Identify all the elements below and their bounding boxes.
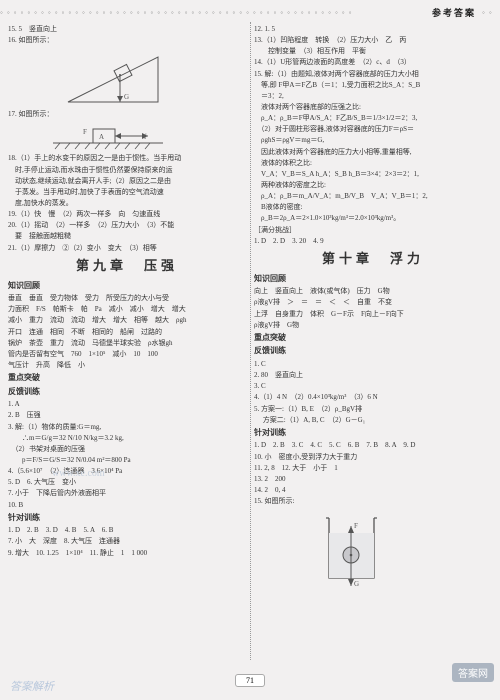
chapter-title: 第九章 压强 bbox=[8, 257, 246, 276]
text-line: 1. D 2. D 3. 20 4. 9 bbox=[254, 236, 492, 246]
text-line: 14.（1）U形管两边液面的高度差 （2）c、d （3） bbox=[254, 57, 492, 67]
text-line: 18.（1）手上的水变干的原因之一是由于惯性。当手甩动 bbox=[8, 153, 246, 163]
text-line: 2. B 压强 bbox=[8, 410, 246, 420]
text-line: 21.（1）摩擦力 ②（2）变小 变大 （3）相等 bbox=[8, 243, 246, 253]
text-line: （2）书架对桌面的压强 bbox=[8, 444, 246, 454]
text-line: 方案二:（1）A, B, C （2）G－G₁ bbox=[254, 415, 492, 425]
text-line: 14. 2 0, 4 bbox=[254, 485, 492, 495]
text-line: 15. 解:（1）由题知,液体对两个容器底部的压力大小相 bbox=[254, 69, 492, 79]
page-number: 71 bbox=[0, 670, 500, 688]
section-title: 知识回顾 bbox=[254, 273, 492, 285]
text-line: 16. 如图所示： bbox=[8, 35, 246, 45]
text-line: 10. B bbox=[8, 500, 246, 510]
text-line: 气压计 升高 降低 小 bbox=[8, 360, 246, 370]
text-line: 1. C bbox=[254, 359, 492, 369]
text-line: 1. A bbox=[8, 399, 246, 409]
text-line: 控制变量 （3）相互作用 平衡 bbox=[254, 46, 492, 56]
chapter-title: 第十章 浮力 bbox=[254, 250, 492, 269]
text-line: 向上 竖直向上 液体(或气体) 压力 G物 bbox=[254, 286, 492, 296]
text-line: 1. D 2. B 3. C 4. C 5. C 6. B 7. B 8. A … bbox=[254, 440, 492, 450]
svg-text:F: F bbox=[354, 522, 358, 530]
right-column: 12. 1. 5 13.（1）凹陷程度 转换 （2）压力大小 乙 丙 控制变量 … bbox=[254, 24, 492, 590]
section-title: 重点突破 bbox=[254, 332, 492, 344]
header-dots-left: ◦ ◦ ◦ ◦ ◦ ◦ ◦ ◦ ◦ ◦ ◦ ◦ ◦ ◦ ◦ ◦ ◦ ◦ ◦ ◦ … bbox=[0, 8, 426, 17]
text-line: ρ液gV排 G物 bbox=[254, 320, 492, 330]
header-dots-right: ◦ ◦ bbox=[482, 8, 500, 17]
section-title: 针对训练 bbox=[254, 427, 492, 439]
text-line: 时,手停止运动,而水珠由于惯性仍然要保持原来的运 bbox=[8, 165, 246, 175]
svg-text:A: A bbox=[99, 133, 104, 141]
watermark-bottom-left: 答案解析 bbox=[10, 678, 54, 694]
text-line: 15. 5 竖直向上 bbox=[8, 24, 246, 34]
watermark-center: www.xe.com bbox=[52, 468, 105, 479]
text-line: 1. D 2. B 3. D 4. B 5. A 6. B bbox=[8, 525, 246, 535]
text-line: V_A：V_B＝S_A h_A：S_B h_B＝3×4：2×3＝2：1, bbox=[254, 169, 492, 179]
text-line: 5. 方案一:（1）B, E （2）ρ_BgV排 bbox=[254, 404, 492, 414]
figure-block: A f F bbox=[48, 121, 168, 151]
text-line: 锅炉 茶壶 重力 流动 马德堡半球实验 ρ水银gh bbox=[8, 338, 246, 348]
text-line: 13. 2 200 bbox=[254, 474, 492, 484]
text-line: 液体对两个容器底部的压强之比: bbox=[254, 102, 492, 112]
section-title: 知识回顾 bbox=[8, 280, 246, 292]
section-title: 针对训练 bbox=[8, 512, 246, 524]
text-line: ρ_A：ρ_B＝F甲A/S_A：F乙B/S_B＝1/3×1/2＝2：3, bbox=[254, 113, 492, 123]
text-line: 7. 小 大 深度 8. 大气压 连通器 bbox=[8, 536, 246, 546]
text-line: 管内是否留有空气 760 1×10⁵ 减小 10 100 bbox=[8, 349, 246, 359]
text-line: 4.（1）4 N （2）0.4×10³kg/m³ （3）6 N bbox=[254, 392, 492, 402]
text-line: 3. 解:（1）物体的质量:G＝mg, bbox=[8, 422, 246, 432]
text-line: 13.（1）凹陷程度 转换 （2）压力大小 乙 丙 bbox=[254, 35, 492, 45]
text-line: ρ液gV排 ＞ ＝ ＝ ＜ ＜ 自重 不变 bbox=[254, 297, 492, 307]
text-line: 7. 小于 下降后管内外液面相平 bbox=[8, 488, 246, 498]
page-number-badge: 71 bbox=[235, 674, 265, 687]
text-line: 动状态,继续运动,就会离开人手;（2）原因之二是由 bbox=[8, 176, 246, 186]
text-line: 因此液体对两个容器底的压力大小相等,重量相等, bbox=[254, 147, 492, 157]
section-title: 重点突破 bbox=[8, 372, 246, 384]
text-line: 12. 1. 5 bbox=[254, 24, 492, 34]
text-line: 3. C bbox=[254, 381, 492, 391]
text-line: ［满分挑战］ bbox=[254, 225, 492, 235]
text-line: 垂直 垂直 受力物体 受力 所受压力的大小与受 bbox=[8, 293, 246, 303]
text-line: 4.（5.6×10⁷ （2）连通器 3.6×10⁴ Pa bbox=[8, 466, 246, 476]
text-line: 20.（1）摇动 （2）一样多 （2）压力大小 （3）不能 bbox=[8, 220, 246, 230]
section-title: 反馈训练 bbox=[8, 386, 246, 398]
text-line: ρ_B＝2ρ_A＝2×1.0×10³kg/m³＝2.0×10³kg/m³。 bbox=[254, 213, 492, 223]
text-line: （2）对于圆柱形容器,液体对容器底的压力F＝ρS＝ bbox=[254, 124, 492, 134]
svg-text:F: F bbox=[83, 128, 87, 136]
text-line: 液体的体积之比: bbox=[254, 158, 492, 168]
text-line: 5. D 6. 大气压 变小 bbox=[8, 477, 246, 487]
left-column: 15. 5 竖直向上 16. 如图所示： G 17. 如图所示： A bbox=[8, 24, 246, 590]
section-title: 反馈训练 bbox=[254, 345, 492, 357]
text-line: 17. 如图所示： bbox=[8, 109, 246, 119]
text-line: 于蒸发。当手甩动时,加快了手表面的空气流动速 bbox=[8, 187, 246, 197]
text-line: ρ_A：ρ_B＝m_A/V_A：m_B/V_B V_A：V_B＝1：2, bbox=[254, 191, 492, 201]
text-line: 减小 重力 流动 流动 增大 增大 相等 越大 ρgh bbox=[8, 315, 246, 325]
text-line: 要 接触面越粗糙 bbox=[8, 231, 246, 241]
svg-text:G: G bbox=[354, 580, 359, 588]
text-line: ∴m＝G/g＝32 N/10 N/kg＝3.2 kg, bbox=[8, 433, 246, 443]
text-line: 15. 如图所示: bbox=[254, 496, 492, 506]
text-line: 19.（1）快 慢 （2）两次一样多 向 匀速直线 bbox=[8, 209, 246, 219]
text-line: ＝3：2, bbox=[254, 91, 492, 101]
text-line: 9. 增大 10. 1.25 1×10⁴ 11. 静止 1 1 000 bbox=[8, 548, 246, 558]
text-line: B液体的密度: bbox=[254, 202, 492, 212]
text-line: 等,即 F甲A＝F乙B（＝1：1,受力面积之比S_A：S_B bbox=[254, 80, 492, 90]
text-line: 2. 80 竖直向上 bbox=[254, 370, 492, 380]
text-line: 度,加快水的蒸发。 bbox=[8, 198, 246, 208]
text-line: 11. 2, 8 12. 大于 小于 1 bbox=[254, 463, 492, 473]
text-line: p＝F/S＝G/S＝32 N/0.04 m²＝800 Pa bbox=[8, 455, 246, 465]
figure-incline: G bbox=[58, 47, 168, 107]
watermark-bottom-right: 答案网 bbox=[452, 663, 494, 682]
text-line: 力面积 F/S 帕斯卡 帕 Pa 减小 减小 增大 增大 bbox=[8, 304, 246, 314]
text-line: ρghS＝ρgV＝mg＝G, bbox=[254, 135, 492, 145]
page-header: ◦ ◦ ◦ ◦ ◦ ◦ ◦ ◦ ◦ ◦ ◦ ◦ ◦ ◦ ◦ ◦ ◦ ◦ ◦ ◦ … bbox=[0, 6, 500, 19]
header-title: 参考答案 bbox=[426, 6, 482, 19]
text-line: 两种液体的密度之比: bbox=[254, 180, 492, 190]
text-line: 开口 连通 相同 不断 相同的 船闸 过路的 bbox=[8, 327, 246, 337]
text-line: 10. 小 密度小,受到浮力大于重力 bbox=[254, 452, 492, 462]
svg-text:G: G bbox=[124, 93, 129, 101]
figure-beaker: F G bbox=[314, 508, 394, 588]
text-line: 上浮 自身重力 体积 G－F示 F向上－F向下 bbox=[254, 309, 492, 319]
